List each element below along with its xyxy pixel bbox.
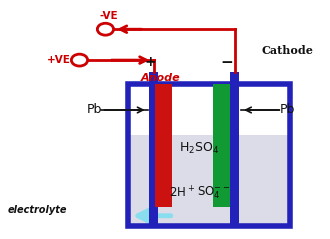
Text: +VE: +VE [47, 55, 70, 65]
Text: -VE: -VE [99, 11, 118, 21]
Text: Cathode: Cathode [261, 45, 313, 56]
Text: Pb: Pb [86, 103, 102, 116]
Text: −: − [220, 55, 233, 70]
Text: 2H$^+$: 2H$^+$ [169, 185, 195, 201]
Text: electrolyte: electrolyte [8, 205, 67, 215]
Bar [214, 84, 230, 207]
Bar [149, 72, 158, 226]
Bar [129, 135, 289, 225]
Text: SO$_4^{--}$: SO$_4^{--}$ [197, 185, 231, 201]
Text: +: + [145, 55, 156, 70]
Bar [155, 84, 172, 207]
Text: Anode: Anode [141, 73, 180, 83]
Text: Pb: Pb [280, 103, 295, 116]
Bar [230, 72, 240, 226]
Text: H$_2$SO$_4$: H$_2$SO$_4$ [180, 141, 220, 156]
Bar [128, 84, 290, 226]
